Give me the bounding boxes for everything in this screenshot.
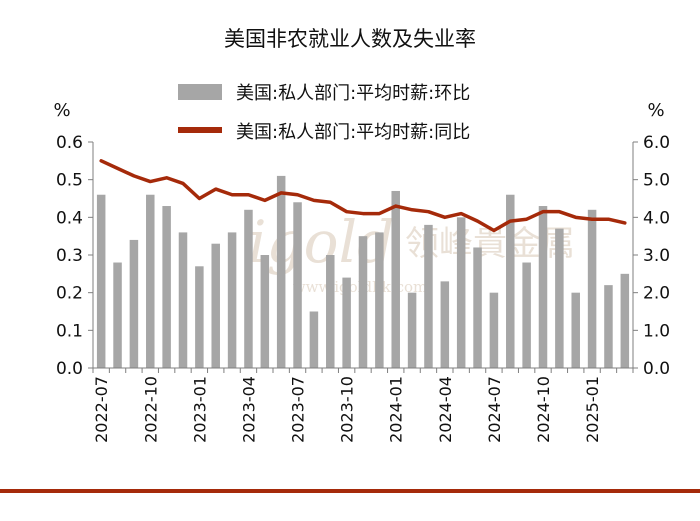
- chart-title: 美国非农就业人数及失业率: [224, 27, 476, 51]
- bar-2024-10: [538, 206, 548, 368]
- left-tick-label: 0.1: [56, 321, 83, 341]
- bar-2023-06: [276, 175, 286, 368]
- right-tick-label: 3.0: [643, 246, 670, 266]
- left-tick-label: 0.0: [56, 359, 83, 379]
- x-tick-label: 2023-10: [338, 376, 357, 443]
- bar-2024-09: [522, 262, 531, 368]
- bar-2023-10: [342, 277, 351, 368]
- bar-2024-05: [456, 217, 466, 368]
- bar-2022-07: [96, 194, 106, 368]
- bar-2022-10: [146, 194, 155, 368]
- x-tick-label: 2023-04: [239, 376, 258, 443]
- footer-bar: [0, 489, 700, 493]
- right-axis-unit: %: [647, 100, 664, 121]
- right-tick-label: 0.0: [643, 359, 670, 379]
- right-tick-label: 1.0: [643, 321, 670, 341]
- bar-2024-06: [473, 247, 482, 368]
- bars-layer: [96, 175, 630, 368]
- left-tick-label: 0.2: [56, 284, 83, 304]
- bar-2023-08: [309, 311, 319, 368]
- bar-2024-04: [440, 281, 450, 368]
- bar-2024-12: [571, 292, 580, 368]
- bar-2024-11: [555, 228, 564, 368]
- line-layer: [99, 159, 627, 233]
- bar-2025-01: [587, 209, 597, 368]
- left-tick-label: 0.3: [56, 246, 83, 266]
- x-tick-label: 2024-10: [534, 376, 553, 443]
- bar-2023-11: [358, 236, 368, 368]
- left-tick-label: 0.4: [56, 208, 83, 228]
- bar-2022-12: [178, 232, 188, 368]
- bar-2023-07: [293, 202, 302, 368]
- bar-2022-11: [162, 206, 171, 368]
- left-axis-unit: %: [53, 100, 70, 121]
- legend-swatch-bar: [178, 84, 222, 100]
- bar-2023-03: [227, 232, 237, 368]
- bar-2025-03: [620, 273, 630, 368]
- x-tick-label: 2025-01: [583, 376, 602, 443]
- x-tick-label: 2024-07: [485, 376, 504, 443]
- x-tick-label: 2022-10: [141, 376, 160, 443]
- x-tick-label: 2023-07: [289, 376, 308, 443]
- bar-2024-07: [489, 292, 499, 368]
- legend-swatch-line: [178, 127, 222, 133]
- legend-label-bar: 美国:私人部门:平均时薪:环比: [236, 83, 470, 104]
- bar-2022-09: [129, 239, 139, 368]
- bar-2023-05: [260, 255, 270, 368]
- bar-2024-03: [424, 224, 433, 368]
- watermark-latin: igold: [248, 208, 394, 276]
- x-tick-label: 2022-07: [92, 376, 111, 443]
- bar-2023-02: [211, 243, 220, 368]
- bar-2024-02: [407, 292, 417, 368]
- bar-2023-09: [326, 255, 335, 368]
- bar-2023-04: [244, 209, 253, 368]
- legend: 美国:私人部门:平均时薪:环比 美国:私人部门:平均时薪:同比: [178, 83, 470, 143]
- left-tick-label: 0.6: [56, 133, 83, 153]
- right-tick-label: 4.0: [643, 208, 670, 228]
- legend-label-line: 美国:私人部门:平均时薪:同比: [236, 122, 470, 143]
- x-tick-label: 2024-01: [387, 376, 406, 443]
- bar-2023-12: [375, 232, 384, 368]
- bar-2023-01: [195, 266, 204, 368]
- left-tick-label: 0.5: [56, 171, 83, 191]
- bar-2022-08: [113, 262, 122, 368]
- right-tick-label: 5.0: [643, 171, 670, 191]
- x-tick-label: 2024-04: [436, 376, 455, 443]
- bar-2025-02: [604, 285, 613, 368]
- right-tick-label: 2.0: [643, 284, 670, 304]
- x-tick-label: 2023-01: [190, 376, 209, 443]
- right-tick-label: 6.0: [643, 133, 670, 153]
- bar-2024-08: [506, 194, 515, 368]
- axes-layer: 0.0 0.1 0.2 0.3 0.4 0.5 0.6 0.0 1.0 2.0 3.0 4.0 5.0 6…: [56, 133, 670, 443]
- bar-2024-01: [391, 190, 400, 368]
